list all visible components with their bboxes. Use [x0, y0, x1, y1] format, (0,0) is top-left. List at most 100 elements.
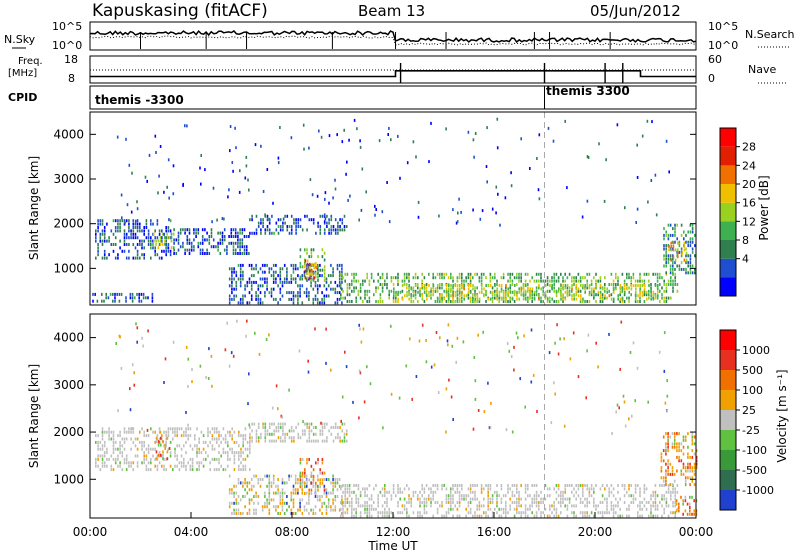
echo-cell [295, 231, 297, 235]
echo-cell [458, 197, 460, 201]
echo-cell [310, 274, 312, 278]
echo-cell [161, 229, 163, 233]
echo-cell [257, 294, 260, 298]
echo-cell [548, 351, 551, 355]
echo-cell [628, 484, 630, 487]
echo-cell [239, 241, 241, 245]
echo-cell [408, 487, 410, 491]
echo-cell [505, 511, 507, 515]
echo-cell [370, 514, 373, 518]
echo-cell [248, 488, 251, 492]
echo-cell [406, 514, 408, 518]
echo-cell [268, 439, 271, 443]
echo-cell [233, 270, 235, 274]
echo-cell [386, 497, 388, 501]
echo-cell [564, 279, 566, 283]
echo-cell [667, 449, 669, 453]
echo-cell [160, 453, 162, 457]
echo-cell [496, 279, 498, 283]
echo-cell [665, 139, 668, 143]
echo-cell [361, 167, 364, 171]
echo-cell [323, 220, 326, 224]
echo-cell [450, 504, 452, 508]
echo-cell [520, 287, 523, 291]
echo-cell [118, 334, 121, 338]
echo-cell [428, 284, 430, 287]
echo-cell [199, 364, 202, 368]
echo-cell [469, 487, 472, 491]
echo-cell [544, 296, 547, 300]
echo-cell [332, 474, 334, 478]
echo-cell [317, 268, 319, 272]
echo-cell [235, 484, 238, 488]
echo-cell [439, 283, 441, 286]
echo-cell [117, 447, 119, 451]
echo-cell [617, 297, 619, 301]
echo-cell [575, 279, 577, 283]
echo-cell [272, 491, 275, 495]
echo-cell [654, 494, 657, 498]
echo-cell [632, 284, 635, 287]
echo-cell [261, 284, 264, 288]
echo-cell [630, 287, 633, 291]
echo-cell [399, 490, 401, 494]
echo-cell [339, 426, 341, 429]
echo-cell [494, 284, 496, 287]
echo-cell [575, 497, 577, 501]
echo-cell [557, 484, 560, 487]
echo-cell [676, 445, 678, 449]
echo-cell [231, 277, 233, 281]
echo-cell [231, 451, 233, 455]
echo-cell [366, 276, 368, 280]
echo-cell [359, 286, 362, 290]
echo-cell [297, 225, 300, 228]
echo-cell [585, 396, 587, 400]
echo-cell [169, 464, 172, 468]
echo-cell [299, 284, 301, 288]
echo-cell [404, 294, 406, 298]
echo-cell [169, 427, 172, 431]
echo-cell [132, 229, 135, 233]
echo-cell [388, 514, 390, 518]
echo-cell [510, 171, 512, 175]
echo-cell [658, 350, 661, 354]
echo-cell [119, 229, 121, 233]
echo-cell [584, 276, 586, 280]
echo-cell [575, 490, 577, 494]
echo-cell [476, 504, 478, 508]
echo-cell [665, 233, 667, 237]
echo-cell [577, 289, 580, 293]
echo-cell [180, 427, 183, 431]
echo-cell [271, 422, 273, 426]
echo-cell [177, 231, 180, 235]
echo-cell [257, 287, 260, 291]
echo-cell [694, 233, 696, 237]
echo-cell [268, 228, 271, 232]
echo-cell [275, 384, 278, 388]
echo-cell [353, 289, 355, 293]
echo-cell [158, 229, 161, 233]
echo-cell [257, 270, 260, 274]
echo-cell [687, 264, 689, 268]
echo-cell [337, 225, 339, 228]
echo-cell [579, 497, 582, 501]
echo-cell [648, 293, 650, 297]
echo-cell [312, 475, 315, 478]
echo-cell [601, 501, 604, 504]
echo-cell [315, 461, 317, 465]
echo-cell [452, 286, 454, 290]
echo-cell [593, 497, 595, 501]
echo-cell [351, 300, 353, 303]
echo-cell [272, 481, 275, 485]
echo-cell [401, 297, 404, 301]
echo-cell [527, 507, 529, 511]
echo-cell [316, 297, 319, 301]
echo-cell [476, 484, 478, 487]
echo-cell [498, 290, 501, 294]
echo-cell [325, 478, 328, 481]
echo-cell [423, 284, 426, 287]
echo-cell [201, 228, 204, 232]
echo-cell [358, 218, 360, 222]
echo-cell [190, 248, 193, 252]
echo-cell [346, 501, 349, 504]
